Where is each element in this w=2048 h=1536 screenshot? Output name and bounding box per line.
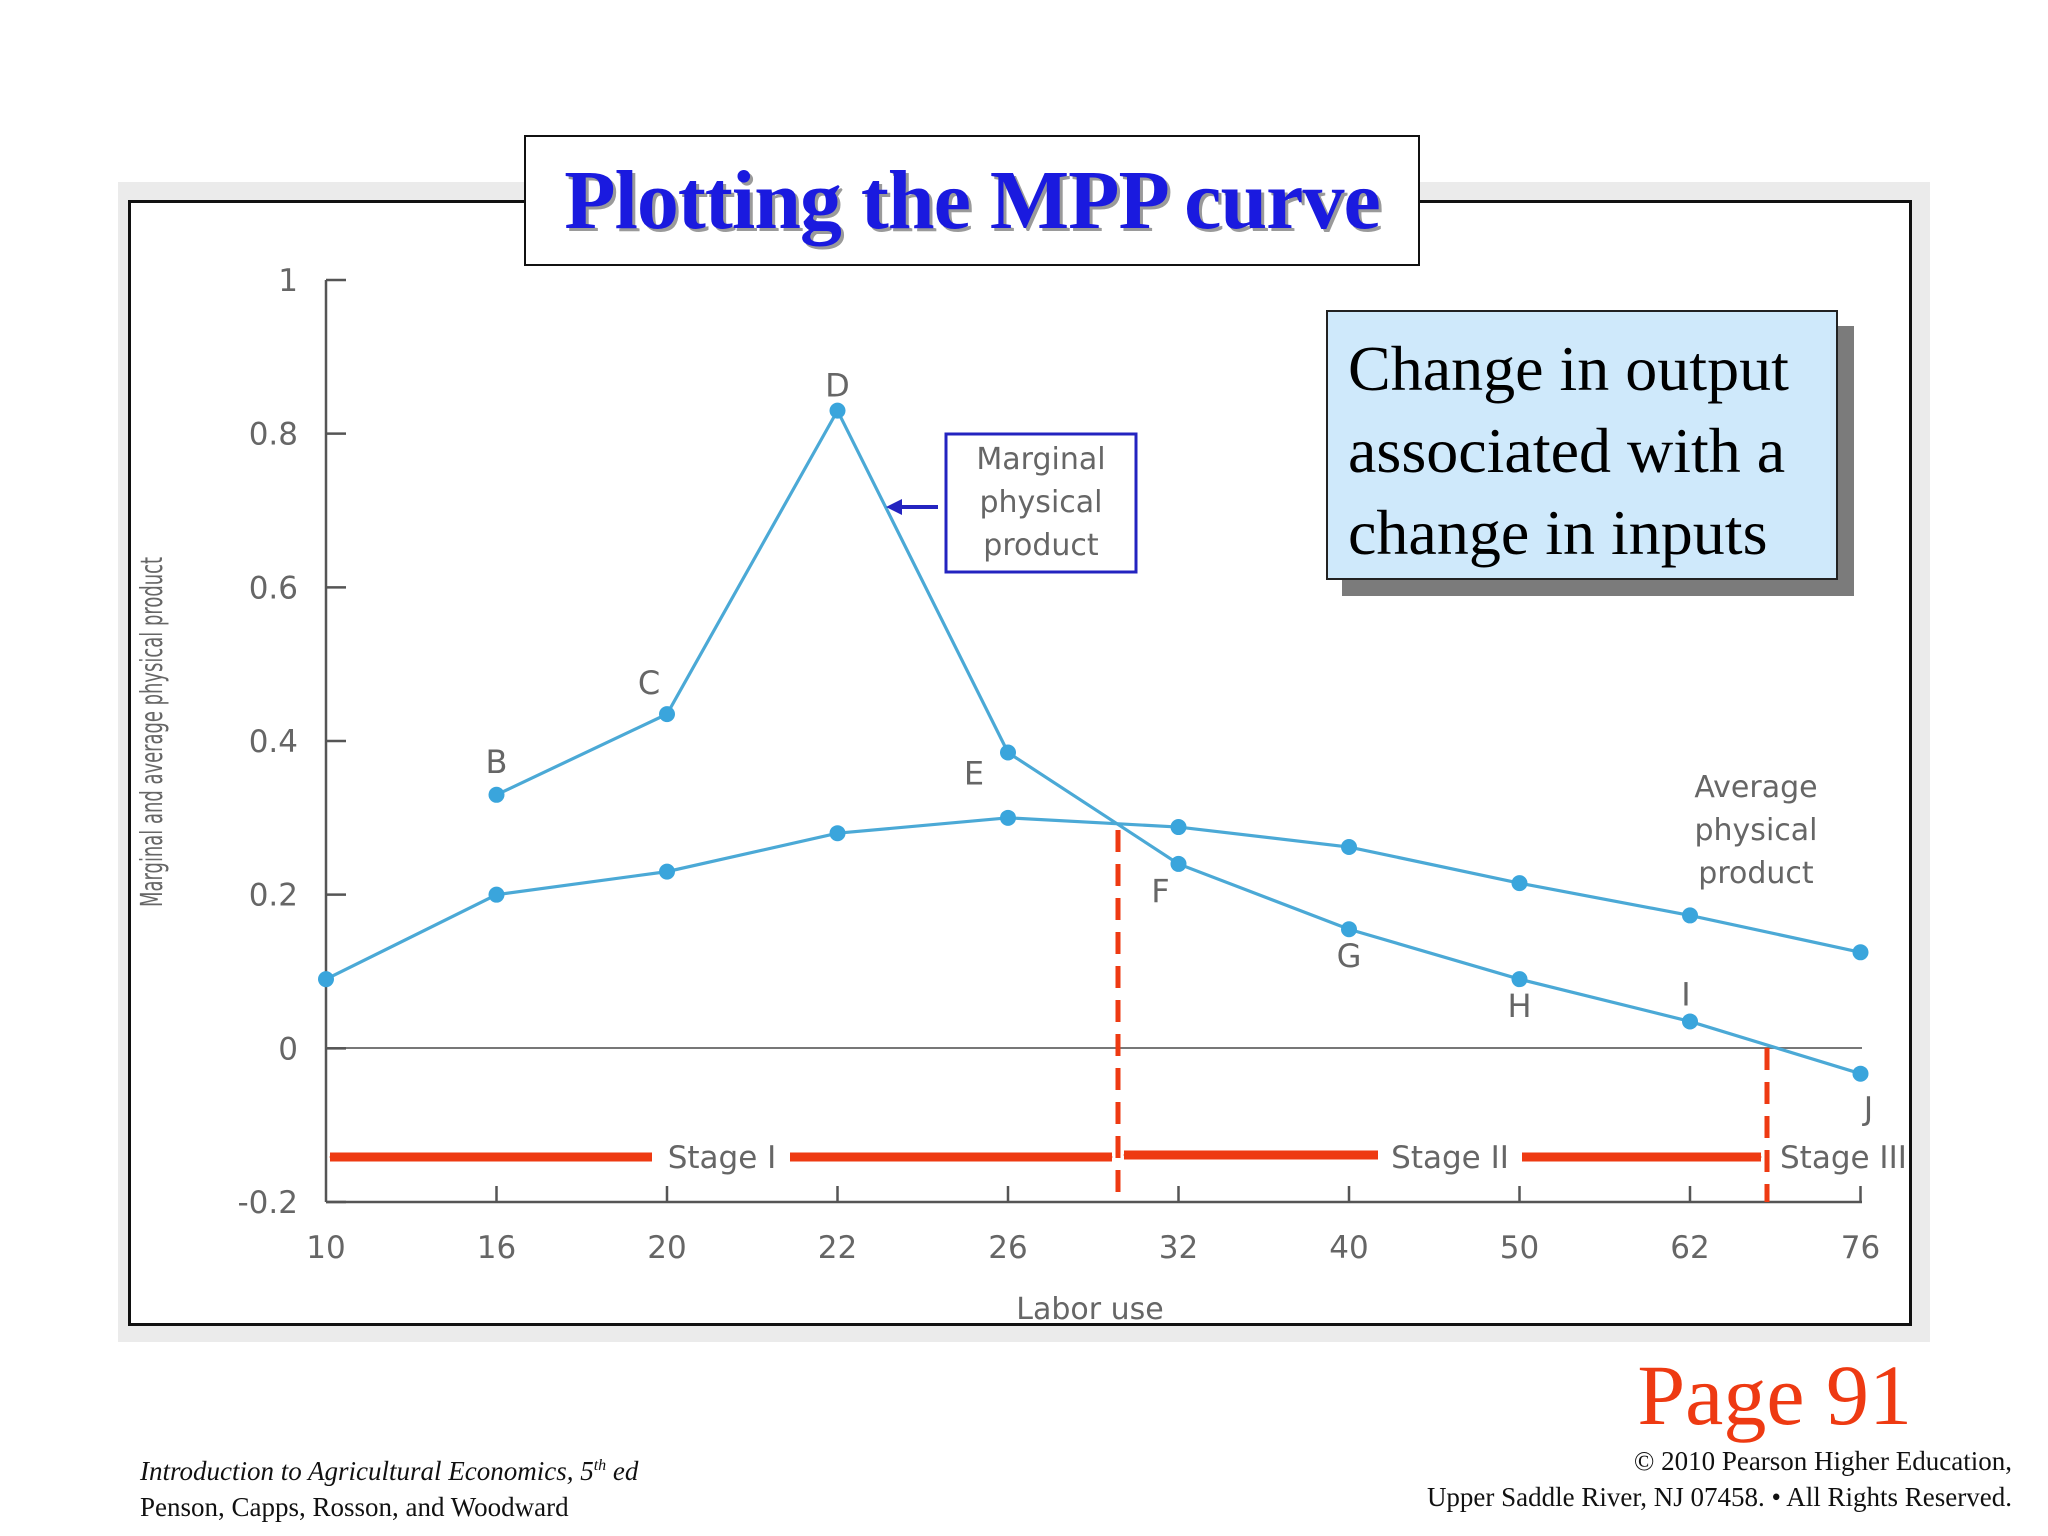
app-point xyxy=(1511,875,1528,892)
footer-copyright-line1: © 2010 Pearson Higher Education, xyxy=(1633,1446,2012,1476)
average-label-line2: physical xyxy=(1695,813,1818,848)
point-label-i: I xyxy=(1681,975,1690,1013)
app-point xyxy=(829,825,846,842)
point-label-c: C xyxy=(638,664,660,702)
mpp-point xyxy=(1341,921,1357,938)
point-label-g: G xyxy=(1337,937,1362,975)
app-point xyxy=(1682,907,1698,924)
x-tick-label: 16 xyxy=(477,1230,516,1266)
mpp-point xyxy=(1000,744,1016,761)
y-tick-label: 1 xyxy=(278,263,298,299)
footer-authors: Penson, Capps, Rosson, and Woodward xyxy=(140,1492,569,1522)
footer-copyright-line2: Upper Saddle River, NJ 07458. • All Righ… xyxy=(1426,1482,2012,1512)
x-tick-label: 22 xyxy=(818,1230,857,1266)
definition-box: Change in output associated with a chang… xyxy=(1326,310,1838,580)
x-axis-title: Labor use xyxy=(1016,1292,1163,1327)
marginal-callout-arrowhead xyxy=(886,499,902,515)
y-tick-label: 0.4 xyxy=(249,724,298,760)
x-tick-label: 20 xyxy=(647,1230,686,1266)
app-point xyxy=(1170,819,1187,836)
marginal-callout-line3: product xyxy=(983,528,1099,563)
footer-book-title-end: ed xyxy=(606,1456,639,1486)
point-label-h: H xyxy=(1507,987,1531,1025)
point-label-b: B xyxy=(486,743,508,781)
x-tick-label: 32 xyxy=(1159,1230,1198,1266)
y-tick-label: 0.6 xyxy=(249,570,298,606)
slide-title: Plotting the MPP curve xyxy=(564,154,1380,247)
app-point xyxy=(1341,839,1357,856)
mpp-point xyxy=(1682,1013,1698,1030)
app-point xyxy=(1000,809,1016,826)
app-curve-line xyxy=(325,816,1861,981)
mpp-point xyxy=(829,402,846,419)
mpp-point xyxy=(1170,855,1187,872)
average-label-line1: Average xyxy=(1694,770,1817,805)
app-point xyxy=(659,863,675,880)
footer-book-title-main: Introduction to Agricultural Economics, … xyxy=(140,1456,594,1486)
app-point xyxy=(1852,944,1869,961)
footer-edition-sup: th xyxy=(593,1457,607,1474)
x-tick-label: 76 xyxy=(1841,1230,1880,1266)
app-point xyxy=(488,886,505,903)
point-label-e: E xyxy=(964,755,984,793)
y-tick-label: 0.2 xyxy=(249,878,298,914)
point-label-j: J xyxy=(1862,1090,1873,1128)
footer-citation: Introduction to Agricultural Economics, … xyxy=(140,1448,638,1525)
mpp-point xyxy=(659,706,675,723)
stage-2-label: Stage II xyxy=(1391,1140,1509,1176)
y-tick-label: 0.8 xyxy=(249,417,298,453)
marginal-callout-box xyxy=(944,432,1138,574)
title-box: Plotting the MPP curve xyxy=(524,135,1420,266)
mpp-point xyxy=(1852,1065,1869,1082)
point-label-f: F xyxy=(1151,872,1169,910)
stage-3-label: Stage III xyxy=(1780,1140,1907,1176)
y-tick-label: -0.2 xyxy=(238,1185,299,1221)
definition-text: Change in output associated with a chang… xyxy=(1348,333,1789,568)
series-layer: B C D E F G H I J xyxy=(318,367,1873,1128)
x-tick-label: 62 xyxy=(1670,1230,1709,1266)
marginal-callout-line1: Marginal xyxy=(976,442,1105,477)
x-axis-ticks: 10 16 20 22 26 32 40 50 62 76 xyxy=(306,1186,1880,1266)
mpp-point xyxy=(488,786,505,803)
page-number: Page 91 xyxy=(1637,1347,1912,1443)
mpp-point xyxy=(1511,971,1528,988)
y-axis-ticks: 1 0.8 0.6 0.4 0.2 0 -0.2 xyxy=(238,263,346,1221)
average-label-line3: product xyxy=(1698,856,1814,891)
y-tick-label: 0 xyxy=(278,1031,298,1067)
y-axis-title-line1: Marginal and average physical product xyxy=(135,557,170,907)
x-tick-label: 10 xyxy=(306,1230,345,1266)
stage-1-label: Stage I xyxy=(668,1140,777,1176)
footer-copyright: © 2010 Pearson Higher Education, Upper S… xyxy=(1427,1443,2012,1515)
point-label-d: D xyxy=(825,367,850,405)
x-tick-label: 26 xyxy=(988,1230,1027,1266)
app-point xyxy=(318,971,334,988)
footer-book-title: Introduction to Agricultural Economics, … xyxy=(140,1448,638,1489)
x-tick-label: 40 xyxy=(1329,1230,1368,1266)
x-tick-label: 50 xyxy=(1500,1230,1539,1266)
marginal-callout-line2: physical xyxy=(980,485,1103,520)
